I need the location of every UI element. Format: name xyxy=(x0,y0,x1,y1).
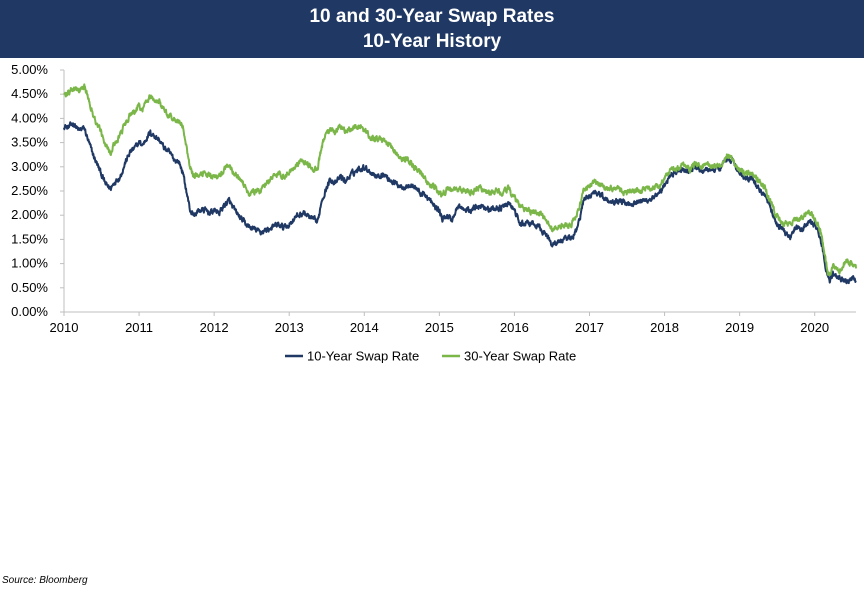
x-tick-label: 2011 xyxy=(125,320,153,335)
x-tick-label: 2017 xyxy=(575,320,604,335)
x-tick-label: 2010 xyxy=(50,320,79,335)
series-line-30-year xyxy=(63,83,857,277)
y-axis-ticks: 0.00% 0.50% 1.00% 1.50% 2.00% 2.50% 3.00% 3.50%… xyxy=(11,62,64,319)
y-tick-label: 1.00% xyxy=(11,256,48,271)
x-tick-label: 2018 xyxy=(650,320,679,335)
chart-title: 10 and 30-Year Swap Rates xyxy=(309,6,555,27)
y-tick-label: 3.00% xyxy=(11,159,48,174)
y-tick-label: 4.00% xyxy=(11,110,48,125)
y-tick-label: 2.00% xyxy=(11,207,48,222)
legend-label-10-year: 10-Year Swap Rate xyxy=(307,349,419,364)
y-tick-label: 0.00% xyxy=(11,304,48,319)
legend-label-30-year: 30-Year Swap Rate xyxy=(464,349,576,364)
x-tick-label: 2016 xyxy=(500,320,529,335)
swap-rates-line-chart: 0.00% 0.50% 1.00% 1.50% 2.00% 2.50% 3.00% 3.50%… xyxy=(11,62,857,364)
x-tick-label: 2020 xyxy=(800,320,829,335)
legend: 10-Year Swap Rate 30-Year Swap Rate xyxy=(285,349,576,364)
x-tick-label: 2012 xyxy=(200,320,229,335)
y-tick-label: 5.00% xyxy=(11,62,48,77)
x-tick-label: 2014 xyxy=(350,320,379,335)
title-banner: 10 and 30-Year Swap Rates 10-Year Histor… xyxy=(0,0,864,58)
y-tick-label: 0.50% xyxy=(11,280,48,295)
series-line-10-year xyxy=(63,121,857,285)
chart-subtitle: 10-Year History xyxy=(362,31,502,52)
source-note: Source: Bloomberg xyxy=(2,575,88,586)
y-tick-label: 4.50% xyxy=(11,86,48,101)
x-tick-label: 2015 xyxy=(425,320,454,335)
x-tick-label: 2019 xyxy=(725,320,754,335)
x-axis-ticks: 2010 2011 2012 2013 2014 2015 2016 2017 2018 2019… xyxy=(50,312,829,335)
y-tick-label: 3.50% xyxy=(11,135,48,150)
series-lines xyxy=(63,83,857,285)
y-tick-label: 2.50% xyxy=(11,183,48,198)
y-tick-label: 1.50% xyxy=(11,231,48,246)
x-tick-label: 2013 xyxy=(275,320,304,335)
